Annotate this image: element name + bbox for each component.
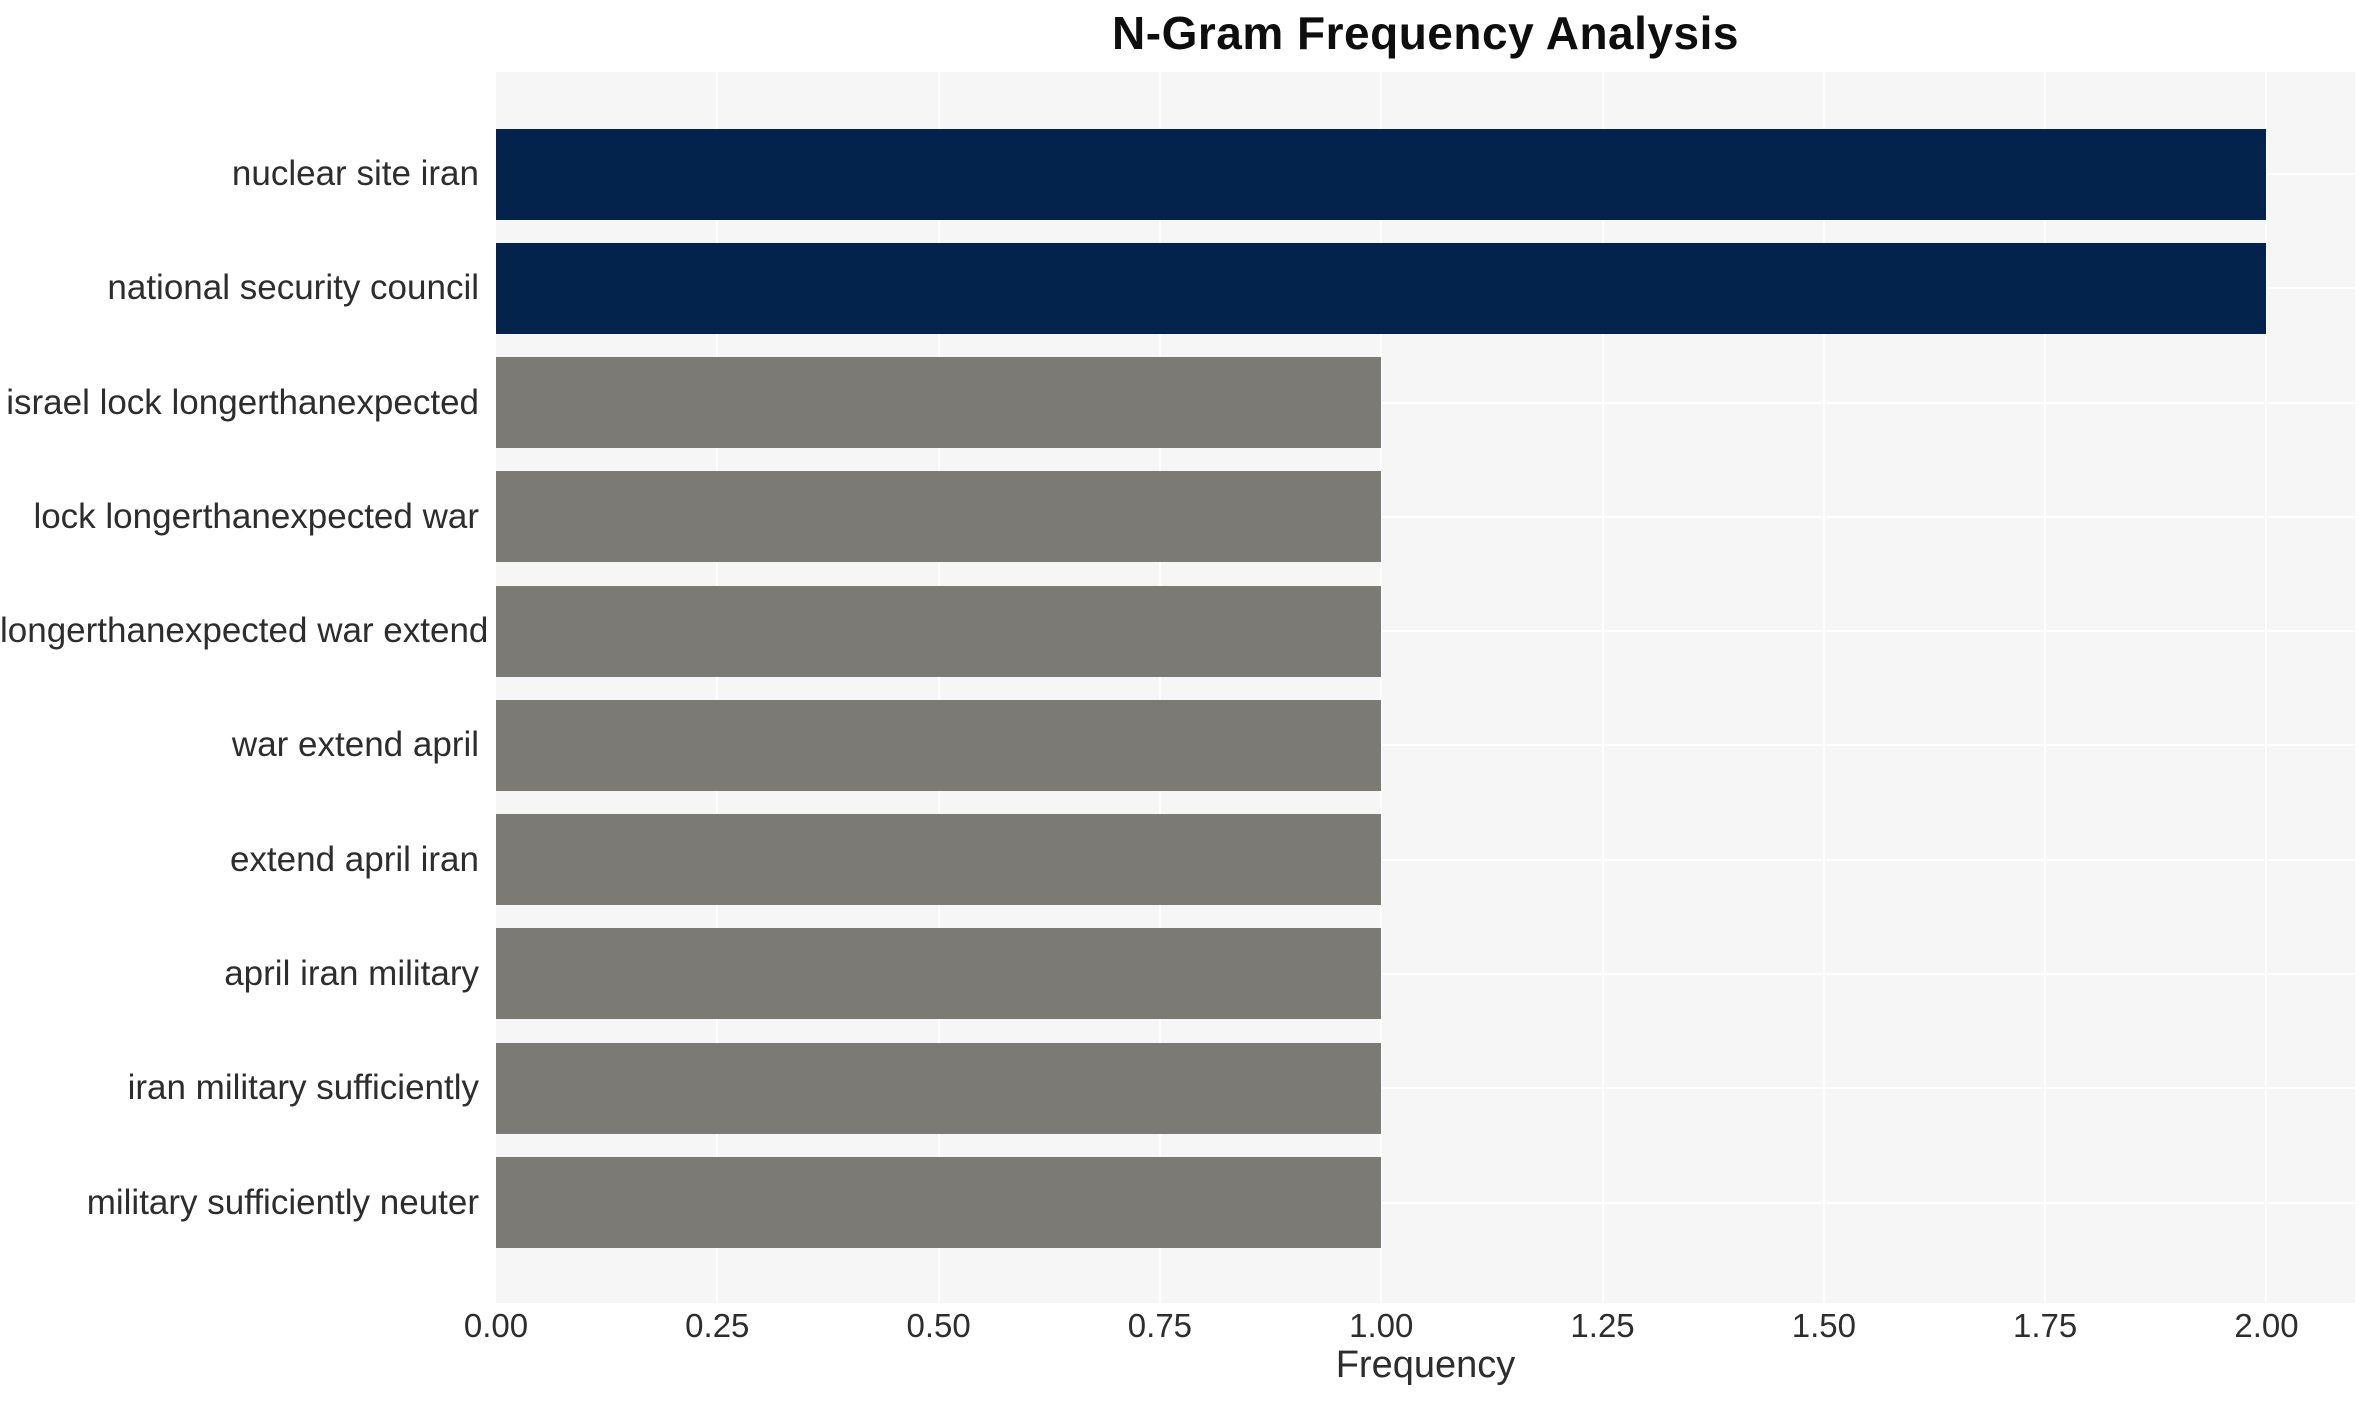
y-gridline bbox=[496, 401, 2355, 404]
x-tick-label: 1.25 bbox=[1570, 1307, 1635, 1344]
y-tick-label: national security council bbox=[107, 268, 479, 308]
x-tick-label: 2.00 bbox=[2234, 1307, 2299, 1344]
y-gridline bbox=[496, 1201, 2355, 1204]
x-gridline bbox=[1601, 72, 1604, 1303]
bar-national-security-council bbox=[496, 242, 2267, 334]
x-gridline bbox=[1158, 72, 1161, 1303]
x-tick-label: 1.50 bbox=[1791, 1307, 1856, 1344]
bar-lock-longerthanexpected-war bbox=[496, 471, 1382, 563]
y-gridline bbox=[496, 744, 2355, 747]
y-gridline bbox=[496, 630, 2355, 633]
bar-iran-military-sufficiently bbox=[496, 1042, 1382, 1134]
x-gridline bbox=[2044, 72, 2047, 1303]
bar-april-iran-military bbox=[496, 928, 1382, 1020]
x-gridline bbox=[1822, 72, 1825, 1303]
x-tick-label: 0.75 bbox=[1127, 1307, 1193, 1344]
bar-extend-april-iran bbox=[496, 814, 1382, 906]
bar-nuclear-site-iran bbox=[496, 128, 2267, 220]
x-gridline bbox=[2265, 72, 2268, 1303]
y-tick-label: longerthanexpected war extend bbox=[0, 611, 489, 651]
chart-title: N-Gram Frequency Analysis bbox=[1112, 7, 1739, 59]
y-tick-label: extend april iran bbox=[229, 839, 479, 879]
x-axis-ticks: 0.00 0.25 0.50 0.75 1.00 1.25 1.50 1.75 2.00 bbox=[0, 1307, 2375, 1347]
y-tick-label: april iran military bbox=[224, 953, 479, 993]
x-gridline bbox=[937, 72, 940, 1303]
x-tick-label: 1.00 bbox=[1349, 1307, 1414, 1344]
y-gridline bbox=[496, 858, 2355, 861]
x-tick-label: 0.25 bbox=[685, 1307, 750, 1344]
y-tick-label: israel lock longerthanexpected bbox=[6, 382, 479, 422]
bar-israel-lock-longerthanexpected bbox=[496, 357, 1382, 449]
x-axis-title: Frequency bbox=[1335, 1344, 1516, 1386]
y-gridline bbox=[496, 515, 2355, 518]
bar-military-sufficiently-neuter bbox=[496, 1157, 1382, 1248]
bar-war-extend-april bbox=[496, 699, 1382, 791]
y-tick-label: nuclear site iran bbox=[231, 154, 479, 193]
x-tick-label: 1.75 bbox=[2013, 1307, 2078, 1344]
y-tick-label: iran military sufficiently bbox=[127, 1068, 479, 1108]
x-tick-label: 0.50 bbox=[906, 1307, 971, 1344]
y-axis-labels: nuclear site iran national security counc… bbox=[0, 72, 488, 1303]
bar-longerthanexpected-war-extend bbox=[496, 585, 1382, 677]
x-gridline bbox=[1380, 72, 1383, 1303]
x-gridline bbox=[716, 72, 719, 1303]
plot-panel bbox=[496, 72, 2355, 1303]
y-tick-label: military sufficiently neuter bbox=[86, 1182, 479, 1222]
y-gridline bbox=[496, 972, 2355, 975]
y-gridline bbox=[496, 1087, 2355, 1090]
x-tick-label: 0.00 bbox=[463, 1307, 529, 1344]
y-tick-label: lock longerthanexpected war bbox=[33, 496, 479, 536]
y-tick-label: war extend april bbox=[231, 725, 479, 765]
